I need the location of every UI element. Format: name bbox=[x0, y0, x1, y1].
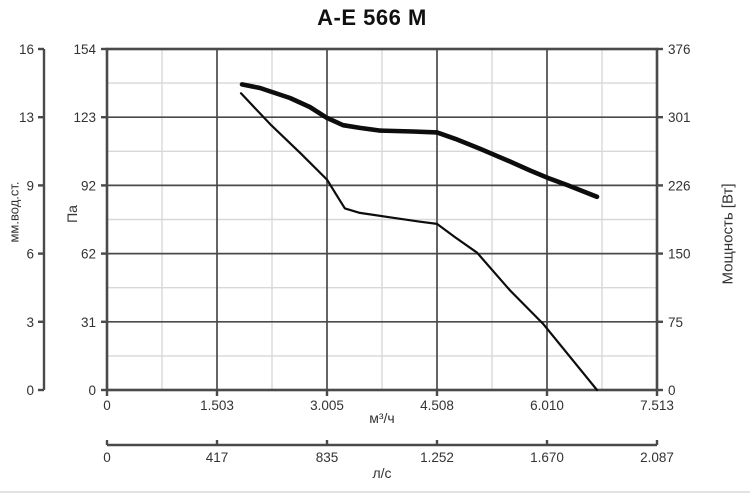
tick-label-pa: 92 bbox=[81, 178, 96, 193]
tick-label-mm-water: 3 bbox=[26, 315, 34, 330]
axis-label-power: Мощность [Вт] bbox=[719, 183, 736, 284]
axis-label-pa: Па bbox=[64, 205, 80, 223]
tick-label-pa: 0 bbox=[88, 383, 96, 398]
tick-label-mm-water: 6 bbox=[26, 247, 34, 262]
page-bottom-border bbox=[0, 491, 750, 493]
tick-label-mm-water: 13 bbox=[19, 110, 34, 125]
grid-minor bbox=[107, 49, 657, 390]
axis-label-ls: л/с bbox=[372, 465, 391, 481]
tick-label-ls: 1.670 bbox=[530, 450, 564, 465]
curves bbox=[239, 82, 600, 392]
tick-label-mm-water: 0 bbox=[26, 383, 34, 398]
tick-label-pa: 62 bbox=[81, 247, 96, 262]
tick-label-m3h: 6.010 bbox=[530, 398, 564, 413]
tick-label-pa: 31 bbox=[81, 315, 96, 330]
tick-label-pa: 123 bbox=[73, 110, 96, 125]
tick-label-m3h: 0 bbox=[103, 398, 111, 413]
tick-label-power: 376 bbox=[668, 42, 691, 57]
plot-border bbox=[105, 47, 659, 392]
tick-label-m3h: 1.503 bbox=[200, 398, 234, 413]
tick-label-ls: 0 bbox=[103, 450, 111, 465]
tick-label-ls: 1.252 bbox=[420, 450, 454, 465]
plot-frame bbox=[105, 47, 659, 392]
tick-label-m3h: 3.005 bbox=[310, 398, 344, 413]
power-curve bbox=[239, 82, 600, 200]
tick-label-power: 75 bbox=[668, 315, 683, 330]
axis-label-m3h: м³/ч bbox=[369, 410, 394, 426]
tick-label-m3h: 7.513 bbox=[640, 398, 674, 413]
pressure-curve bbox=[239, 92, 599, 392]
axis-ticks bbox=[38, 47, 663, 445]
tick-label-mm-water: 16 bbox=[19, 42, 34, 57]
tick-label-ls: 417 bbox=[206, 450, 229, 465]
tick-label-mm-water: 9 bbox=[26, 178, 34, 193]
chart-title: A-E 566 M bbox=[317, 5, 427, 30]
tick-label-power: 0 bbox=[668, 383, 676, 398]
tick-label-ls: 835 bbox=[316, 450, 339, 465]
tick-label-power: 301 bbox=[668, 110, 691, 125]
grid-major bbox=[107, 49, 657, 390]
tick-label-power: 150 bbox=[668, 247, 691, 262]
tick-label-pa: 154 bbox=[73, 42, 96, 57]
outer-axes bbox=[42, 49, 657, 447]
tick-label-ls: 2.087 bbox=[640, 450, 674, 465]
axis-label-mm-vod-st: мм.вод.ст. bbox=[7, 181, 22, 242]
tick-label-power: 226 bbox=[668, 178, 691, 193]
tick-label-m3h: 4.508 bbox=[420, 398, 454, 413]
